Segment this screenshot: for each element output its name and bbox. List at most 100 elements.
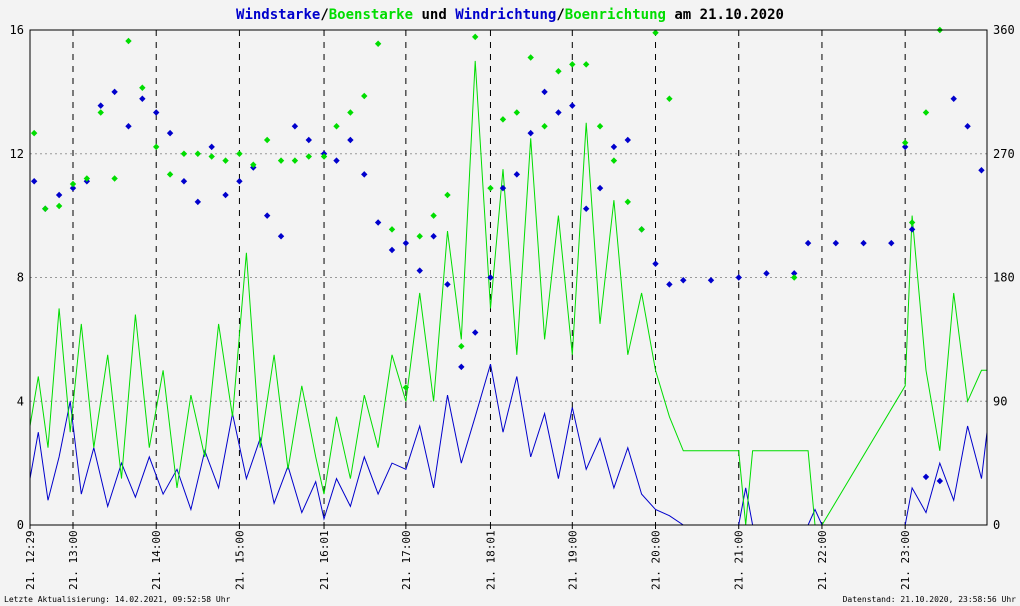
chart-title-part-2: Boenstarke bbox=[329, 7, 413, 23]
point-windrichtung-5 bbox=[97, 102, 104, 109]
point-boenrichtung-21 bbox=[320, 153, 328, 160]
point-boenrichtung-23 bbox=[347, 109, 354, 116]
point-windrichtung-33 bbox=[487, 274, 494, 281]
point-boenrichtung-35 bbox=[513, 109, 521, 116]
chart-title-part-1: / bbox=[320, 7, 328, 23]
x-tick-label-9: 21. 21:00 bbox=[733, 530, 746, 590]
chart-title-part-3: und bbox=[413, 7, 455, 23]
point-boenrichtung-17 bbox=[263, 136, 271, 144]
point-windrichtung-35 bbox=[513, 171, 521, 178]
grid bbox=[30, 30, 987, 525]
plot-frame bbox=[29, 29, 988, 526]
chart-title-part-6: Boenrichtung bbox=[565, 7, 666, 23]
x-tick-label-1: 21. 13:00 bbox=[67, 530, 80, 590]
x-tick-label-5: 21. 17:00 bbox=[400, 530, 413, 590]
y-right-tick-label-4: 360 bbox=[993, 23, 1015, 37]
point-windrichtung-15 bbox=[236, 178, 243, 185]
x-tick-label-10: 21. 22:00 bbox=[816, 530, 829, 590]
point-windrichtung-38 bbox=[555, 109, 562, 116]
x-tick-label-2: 21. 14:00 bbox=[150, 530, 163, 590]
point-windrichtung-11 bbox=[180, 178, 188, 185]
point-windrichtung-41 bbox=[596, 184, 604, 192]
point-boenrichtung-15 bbox=[236, 150, 243, 157]
y-right-tick-label-0: 0 bbox=[993, 518, 1000, 532]
point-windrichtung-7 bbox=[125, 123, 132, 130]
point-windrichtung-26 bbox=[388, 246, 396, 254]
point-windrichtung-51 bbox=[791, 270, 798, 277]
point-windrichtung-3 bbox=[69, 184, 77, 192]
point-windrichtung-12 bbox=[194, 198, 202, 206]
point-boenrichtung-6 bbox=[111, 175, 118, 182]
y-left-tick-label-0: 0 bbox=[17, 518, 24, 532]
point-windrichtung-60 bbox=[950, 95, 957, 102]
point-boenrichtung-41 bbox=[596, 123, 604, 130]
point-boenrichtung-28 bbox=[416, 233, 423, 240]
x-tick-label-8: 21. 20:00 bbox=[650, 530, 663, 590]
point-windrichtung-9 bbox=[153, 109, 160, 116]
point-boenrichtung-46 bbox=[666, 95, 673, 102]
y-right-tick-label-1: 90 bbox=[993, 394, 1007, 408]
point-boenrichtung-13 bbox=[208, 153, 215, 160]
point-windrichtung-59 bbox=[936, 477, 944, 485]
point-boenrichtung-25 bbox=[374, 40, 382, 47]
point-windrichtung-48 bbox=[707, 277, 715, 284]
point-boenrichtung-19 bbox=[291, 157, 299, 164]
point-windrichtung-18 bbox=[277, 233, 285, 240]
point-boenrichtung-48 bbox=[901, 139, 909, 146]
axes: 0 4 8 12 16 0 90 180 270 360 21. 12:29 21. 13:00 21.… bbox=[10, 23, 1015, 590]
point-boenrichtung-5 bbox=[97, 109, 104, 116]
point-windrichtung-39 bbox=[569, 102, 576, 109]
point-windrichtung-36 bbox=[527, 129, 534, 137]
series-line-boenstarke bbox=[29, 60, 987, 526]
chart-title: Windstarke/Boenstarke und Windrichtung/B… bbox=[236, 7, 784, 23]
point-boenrichtung-37 bbox=[541, 123, 548, 130]
point-windrichtung-0 bbox=[30, 178, 38, 185]
point-boenrichtung-34 bbox=[499, 116, 507, 123]
point-windrichtung-56 bbox=[901, 143, 909, 151]
point-windrichtung-17 bbox=[263, 212, 271, 219]
point-windrichtung-50 bbox=[763, 270, 770, 277]
point-boenrichtung-44 bbox=[638, 226, 645, 233]
point-windrichtung-30 bbox=[444, 281, 451, 288]
point-boenrichtung-47 bbox=[791, 274, 798, 281]
point-boenrichtung-26 bbox=[388, 226, 396, 233]
point-windrichtung-24 bbox=[361, 171, 368, 178]
point-boenrichtung-45 bbox=[652, 29, 659, 36]
point-boenrichtung-20 bbox=[305, 153, 312, 160]
point-windrichtung-28 bbox=[416, 267, 423, 274]
point-boenrichtung-8 bbox=[139, 84, 146, 91]
point-windrichtung-47 bbox=[680, 277, 687, 284]
point-windrichtung-53 bbox=[832, 239, 840, 247]
chart-title-part-4: Windrichtung bbox=[455, 7, 556, 23]
point-boenrichtung-42 bbox=[610, 157, 618, 164]
footer-data-status: Datenstand: 21.10.2020, 23:58:56 Uhr bbox=[843, 595, 1017, 604]
point-boenrichtung-9 bbox=[153, 143, 160, 151]
point-windrichtung-46 bbox=[666, 281, 673, 288]
point-windrichtung-23 bbox=[347, 136, 354, 144]
point-windrichtung-61 bbox=[964, 123, 971, 130]
point-windrichtung-37 bbox=[541, 88, 548, 96]
point-windrichtung-6 bbox=[111, 88, 118, 96]
point-boenrichtung-18 bbox=[277, 157, 285, 164]
point-windrichtung-31 bbox=[458, 363, 465, 371]
point-boenrichtung-7 bbox=[125, 37, 132, 45]
point-boenrichtung-2 bbox=[55, 202, 63, 210]
point-boenrichtung-49 bbox=[908, 219, 916, 226]
point-windrichtung-49 bbox=[735, 274, 742, 281]
point-boenrichtung-40 bbox=[582, 61, 590, 68]
y-right-tick-label-2: 180 bbox=[993, 271, 1015, 285]
x-tick-label-11: 21. 23:00 bbox=[899, 530, 912, 590]
x-tick-label-6: 21. 18:01 bbox=[484, 530, 497, 590]
point-windrichtung-13 bbox=[208, 143, 215, 151]
point-windrichtung-43 bbox=[624, 136, 631, 144]
y-left-tick-label-1: 4 bbox=[17, 394, 24, 408]
point-boenrichtung-33 bbox=[487, 184, 494, 192]
x-tick-label-3: 21. 15:00 bbox=[233, 530, 246, 590]
point-boenrichtung-4 bbox=[83, 175, 91, 182]
point-boenrichtung-43 bbox=[624, 198, 631, 206]
point-windrichtung-58 bbox=[922, 473, 930, 481]
point-windrichtung-40 bbox=[582, 205, 590, 212]
point-boenrichtung-16 bbox=[250, 161, 257, 168]
